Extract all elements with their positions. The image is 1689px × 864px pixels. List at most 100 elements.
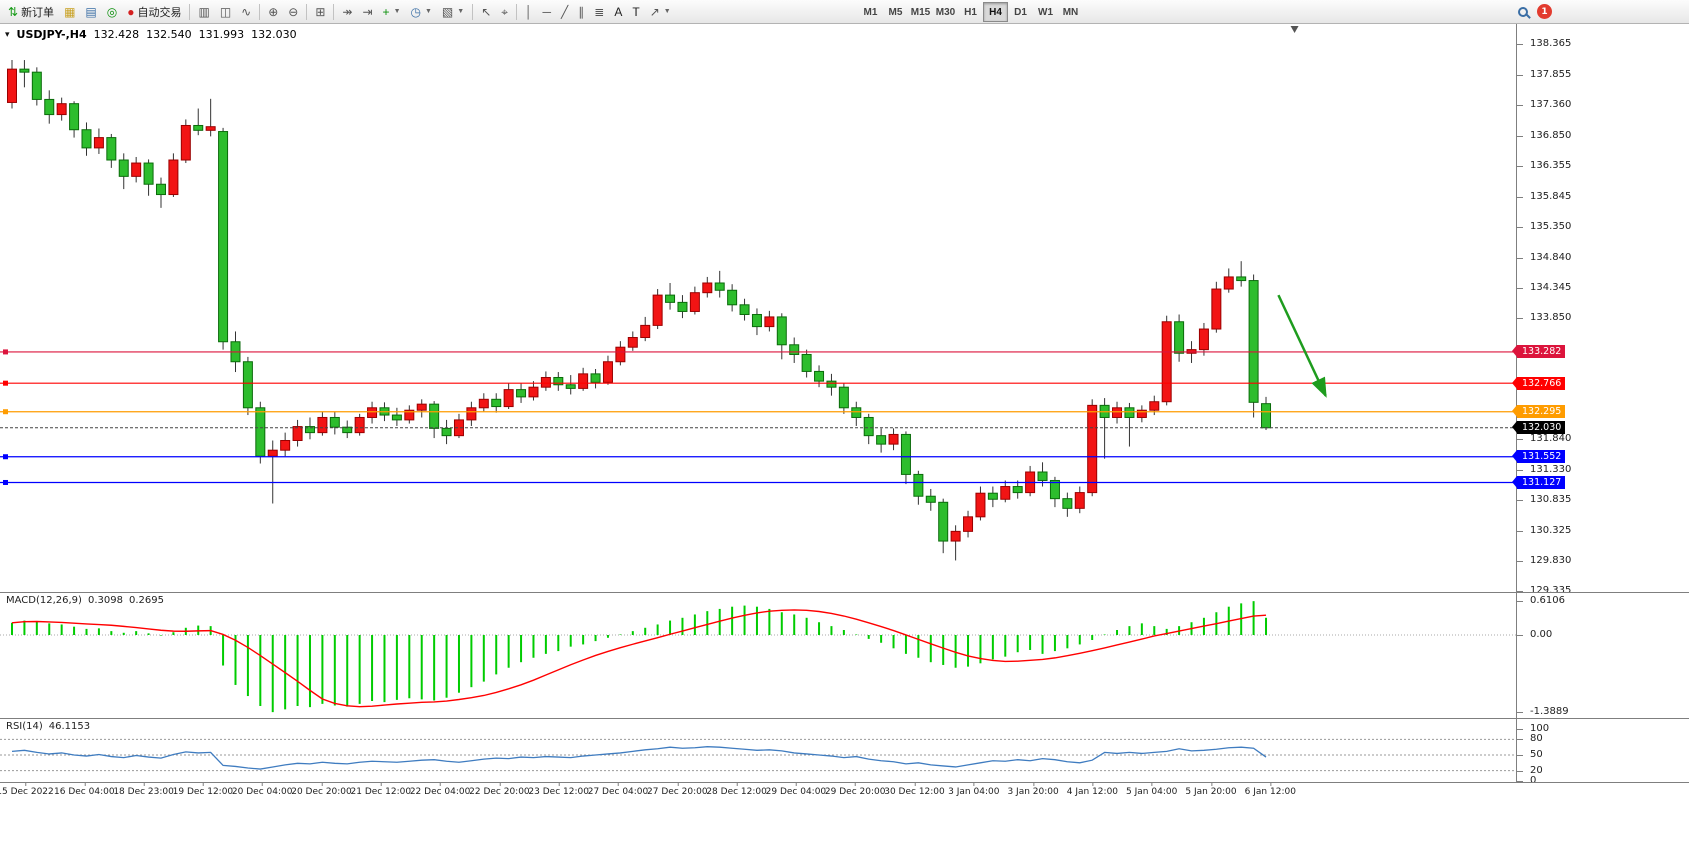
rsi-chart[interactable] xyxy=(0,719,1516,782)
chart-window-button[interactable]: ▦ xyxy=(59,2,80,22)
timeframe-h1[interactable]: H1 xyxy=(958,2,983,22)
time-axis-label: 29 Dec 04:00 xyxy=(765,783,827,797)
macd-axis-label: 0.00 xyxy=(1516,629,1553,640)
timeframe-h4[interactable]: H4 xyxy=(983,2,1008,22)
crosshair-button[interactable]: ⌖ xyxy=(496,2,513,22)
line-handle[interactable] xyxy=(3,409,8,415)
zoom-in-button[interactable]: ⊕ xyxy=(263,2,283,22)
macd-chart[interactable] xyxy=(0,593,1516,718)
search-icon[interactable] xyxy=(1518,6,1528,17)
price-axis-label: 137.855 xyxy=(1516,68,1572,80)
market-watch-button[interactable]: ◎ xyxy=(102,2,122,22)
profiles-button[interactable]: ▤ xyxy=(80,2,101,22)
time-axis-label: 20 Dec 20:00 xyxy=(291,783,352,797)
arrows-button[interactable]: ↗ ▼ xyxy=(645,2,676,22)
panel-resize-handle[interactable] xyxy=(0,718,1689,719)
chevron-down-icon[interactable]: ▼ xyxy=(393,8,401,15)
price-axis-divider[interactable] xyxy=(1516,24,1517,783)
price-chart-panel[interactable]: ▾ USDJPY-,H4 132.428 132.540 131.993 132… xyxy=(0,24,1516,592)
line-handle[interactable] xyxy=(3,380,8,386)
tile-windows-button[interactable]: ⊞ xyxy=(310,2,330,22)
indicators-button[interactable]: + ▼ xyxy=(378,2,406,22)
fibonacci-button[interactable]: ≣ xyxy=(589,2,609,22)
autotrade-button[interactable]: ● 自动交易 xyxy=(122,2,186,22)
notification-badge[interactable]: 1 xyxy=(1537,4,1552,19)
price-axis[interactable]: 138.365 137.855 137.360 136.850 136.355 135.8… xyxy=(1511,24,1689,786)
time-axis-label: 3 Jan 04:00 xyxy=(948,783,1000,797)
rsi-title: RSI(14) xyxy=(6,721,43,732)
time-axis-label: 20 Dec 04:00 xyxy=(231,783,293,797)
price-axis-label: 130.325 xyxy=(1516,525,1572,537)
rsi-axis-label: 50 xyxy=(1517,749,1543,760)
timeframe-d1[interactable]: D1 xyxy=(1008,2,1033,22)
text-label-icon: T xyxy=(632,4,640,19)
timeframe-w1[interactable]: W1 xyxy=(1033,2,1058,22)
timeframe-mn[interactable]: MN xyxy=(1058,2,1083,22)
candlestick-button[interactable]: ◫ xyxy=(215,2,236,22)
line-handle[interactable] xyxy=(3,349,8,355)
time-axis-label: 22 Dec 04:00 xyxy=(409,783,471,797)
chart-shift-icon: ⇥ xyxy=(362,4,373,19)
text-button[interactable]: A xyxy=(609,2,627,22)
macd-title: MACD(12,26,9) xyxy=(6,595,82,606)
candlestick-icon: ◫ xyxy=(219,4,232,19)
line-handle[interactable] xyxy=(3,454,8,460)
vertical-line-button[interactable]: │ xyxy=(520,2,538,22)
candlestick-chart[interactable] xyxy=(0,24,1516,592)
auto-scroll-button[interactable]: ↠ xyxy=(337,2,357,22)
macd-signal-value: 0.2695 xyxy=(128,595,164,606)
price-axis-label: 130.835 xyxy=(1516,494,1572,506)
chevron-down-icon[interactable]: ▼ xyxy=(663,8,671,15)
channel-icon: ∥ xyxy=(578,4,585,19)
chart-shift-marker-icon[interactable] xyxy=(1290,26,1299,33)
fibonacci-icon: ≣ xyxy=(594,4,605,19)
trendline-button[interactable]: ╱ xyxy=(556,2,573,22)
clock-icon: ◷ xyxy=(410,4,421,19)
zoom-out-button[interactable]: ⊖ xyxy=(283,2,303,22)
bar-chart-button[interactable]: ▥ xyxy=(193,2,214,22)
channel-button[interactable]: ∥ xyxy=(573,2,589,22)
line-handle[interactable] xyxy=(3,479,8,485)
timeframe-m15[interactable]: M15 xyxy=(908,2,933,22)
timeframe-m1[interactable]: M1 xyxy=(858,2,883,22)
chevron-down-icon[interactable]: ▼ xyxy=(457,8,465,15)
line-price-tag: 131.127 xyxy=(1511,475,1566,489)
time-axis-label: 27 Dec 04:00 xyxy=(587,783,649,797)
time-axis-label: 30 Dec 12:00 xyxy=(884,783,945,797)
timeframe-m5[interactable]: M5 xyxy=(883,2,908,22)
autotrade-stop-icon: ● xyxy=(127,4,135,19)
panel-resize-handle[interactable] xyxy=(0,782,1689,783)
time-axis-label: 19 Dec 12:00 xyxy=(172,783,234,797)
trendline-icon: ╱ xyxy=(561,4,569,19)
new-order-button[interactable]: ⇅ 新订单 xyxy=(3,2,59,22)
toolbar-right-group: 1 xyxy=(1518,4,1552,19)
chart-symbol-period: USDJPY-,H4 xyxy=(16,28,87,41)
rsi-panel[interactable]: RSI(14) 46.1153 xyxy=(0,719,1516,782)
line-objects-layer[interactable] xyxy=(0,349,1516,485)
chart-header: ▾ USDJPY-,H4 132.428 132.540 131.993 132… xyxy=(5,28,297,41)
toolbar-separator xyxy=(306,3,308,20)
periods-button[interactable]: ◷ ▼ xyxy=(406,2,437,22)
autotrade-button-label: 自动交易 xyxy=(137,6,182,19)
time-axis-label: 21 Dec 12:00 xyxy=(350,783,412,797)
macd-panel[interactable]: MACD(12,26,9) 0.3098 0.2695 xyxy=(0,593,1516,718)
profiles-icon: ▤ xyxy=(85,4,97,19)
rsi-axis-label: 80 xyxy=(1517,733,1543,745)
timeframe-m30[interactable]: M30 xyxy=(933,2,958,22)
chevron-down-icon[interactable]: ▼ xyxy=(424,8,432,15)
indicators-plus-icon: + xyxy=(382,4,390,19)
candles-layer xyxy=(7,60,1272,561)
chart-shift-button[interactable]: ⇥ xyxy=(357,2,377,22)
arrow-objects-icon: ↗ xyxy=(649,4,660,19)
text-label-button[interactable]: T xyxy=(627,2,644,22)
collapse-triangle-icon[interactable]: ▾ xyxy=(5,29,10,40)
panel-resize-handle[interactable] xyxy=(0,592,1689,593)
macd-label: MACD(12,26,9) 0.3098 0.2695 xyxy=(6,595,164,606)
arrow-annotation[interactable] xyxy=(1277,294,1327,398)
templates-button[interactable]: ▧ ▼ xyxy=(437,2,469,22)
main-toolbar: ⇅ 新订单 ▦ ▤ ◎ ● 自动交易 ▥ ◫ ∿ ⊕ ⊖ ⊞ ↠ ⇥ + ▼ ◷ ▼ ▧ ▼ ↖ ⌖ │ ─ ╱ ∥ ≣ A T ↗ ▼ M1… xyxy=(0,0,1689,24)
horizontal-line-button[interactable]: ─ xyxy=(538,2,557,22)
line-chart-button[interactable]: ∿ xyxy=(236,2,256,22)
time-axis[interactable]: 15 Dec 2022 16 Dec 04:00 18 Dec 23:00 19 De… xyxy=(0,783,1689,800)
cursor-button[interactable]: ↖ xyxy=(476,2,496,22)
